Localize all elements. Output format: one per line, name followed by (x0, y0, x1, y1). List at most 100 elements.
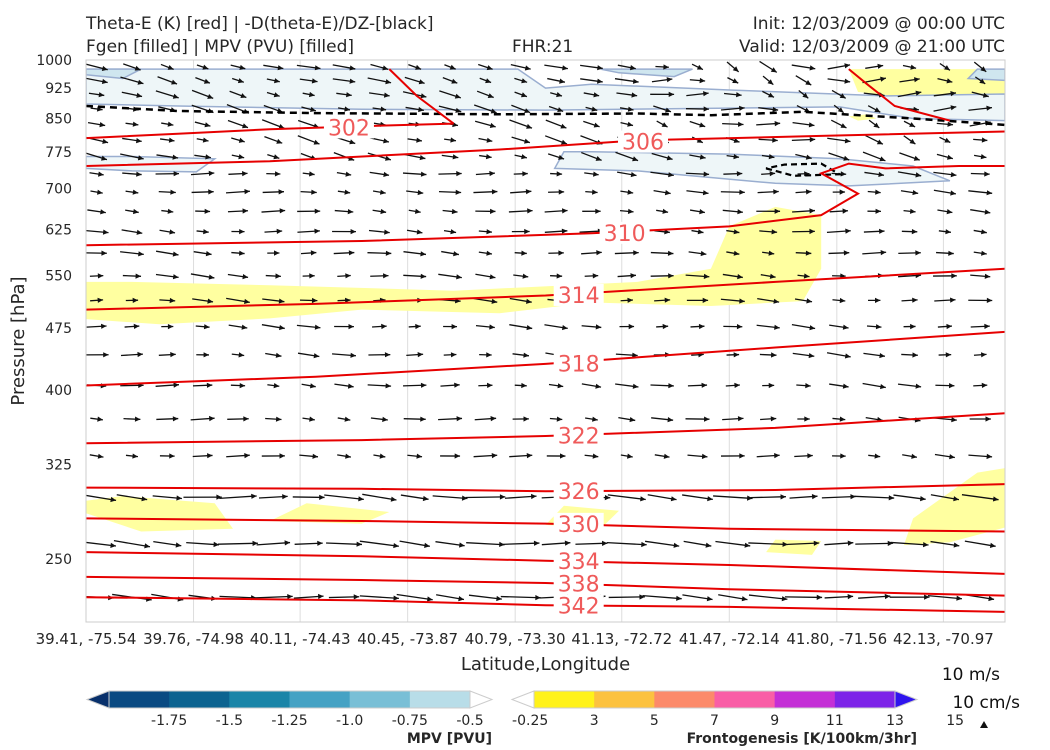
wind-vector (217, 542, 258, 545)
wind-vector-head (559, 78, 565, 84)
wind-vector-head (628, 323, 635, 330)
wind-vector-head (887, 540, 894, 546)
wind-vector (324, 494, 364, 500)
wind-vector-head (344, 106, 350, 112)
wind-vector-head (641, 541, 647, 548)
wind-vector-head (172, 416, 179, 422)
wind-vector-head (275, 416, 282, 422)
wind-vector-head (491, 189, 498, 195)
wind-vector-head (670, 496, 677, 502)
wind-vector-head (802, 92, 809, 99)
wind-vector-head (385, 155, 391, 161)
wind-vector-head (703, 91, 709, 97)
wind-vector-head (486, 137, 493, 143)
wind-vector-head (456, 274, 462, 280)
wind-vector-head (416, 229, 423, 235)
wind-vector-head (383, 138, 389, 144)
wind-vector-head (774, 324, 780, 330)
wind-vector-head (137, 79, 144, 85)
wind-vector-head (632, 352, 638, 358)
wind-vector-head (237, 78, 244, 84)
wind-vector-head (633, 250, 639, 256)
wind-vector-head (602, 540, 608, 546)
x-tick-label: 40.45, -73.87 (357, 630, 458, 648)
wind-vector-head (805, 189, 812, 195)
wind-vector-head (490, 208, 496, 214)
wind-vector-head (490, 108, 497, 114)
wind-vector-head (309, 416, 315, 422)
mpv-colorbar-cell (169, 691, 230, 708)
wind-vector-head (986, 297, 993, 303)
wind-vector-head (383, 171, 390, 177)
wind-vector-head (702, 297, 709, 303)
wind-vector-head (944, 65, 950, 71)
wind-vector-head (809, 65, 816, 71)
wind-vector-head (595, 383, 602, 389)
wind-vector-head (591, 106, 598, 112)
wind-vector-head (173, 171, 179, 177)
wind-vector-head (418, 79, 425, 85)
wind-vector-head (909, 208, 916, 214)
theta-e-contour (86, 412, 1005, 445)
wind-vector-head (844, 353, 851, 359)
wind-vector-head (380, 106, 387, 112)
wind-vector-head (768, 382, 775, 389)
wind-vector (362, 493, 397, 501)
wind-vector-head (136, 92, 143, 98)
wind-vector-head (736, 92, 742, 98)
wind-vector-head (168, 137, 175, 143)
wind-vector-head (277, 65, 284, 71)
wind-vector-head (595, 156, 602, 161)
wind-vector-head (239, 64, 246, 70)
wind-vector-head (169, 453, 175, 459)
wind-vector-head (847, 594, 854, 600)
theta-e-contour (86, 596, 1005, 613)
wind-vector-head (737, 209, 743, 215)
wind-vector-head (876, 139, 883, 145)
theta-e-contour (86, 162, 1005, 247)
wind-vector-head (984, 273, 991, 279)
wind-vector (359, 595, 399, 600)
wind-vector-head (349, 139, 356, 145)
wind-vector-head (239, 229, 245, 235)
wind-vector-head (915, 250, 921, 256)
wind-vector-head (136, 229, 143, 235)
theta-e-label-bg (553, 352, 604, 375)
wind-vector-head (453, 251, 459, 257)
theta-e-label: 330 (558, 513, 600, 538)
wind-vector-head (314, 65, 321, 71)
wind-vector-head (278, 298, 285, 304)
wind-vector-head (135, 273, 141, 279)
title-line-2: Fgen [filled] | MPV (PVU) [filled] (86, 37, 355, 57)
x-axis-label: Latitude,Longitude (461, 654, 630, 675)
wind-vector-head (347, 383, 354, 389)
wind-vector (854, 495, 895, 499)
wind-vector-head (627, 208, 634, 214)
wind-vector-head (350, 229, 356, 235)
wind-vector-head (203, 229, 209, 235)
theta-e-label: 326 (558, 480, 600, 505)
wind-vector-head (558, 154, 565, 160)
wind-vector-head (203, 324, 210, 330)
mpv-colorbar-cell (409, 691, 471, 708)
wind-vector-head (739, 298, 745, 304)
wind-vector-head (274, 250, 280, 256)
wind-vector-head (207, 94, 214, 99)
wind-vector-head (379, 453, 386, 459)
wind-vector-head (491, 453, 498, 459)
wind-vector-head (489, 122, 496, 128)
wind-vector-head (208, 170, 215, 176)
wind-vector-head (592, 453, 599, 459)
wind-vector-head (632, 383, 639, 389)
wind-vector-head (875, 189, 881, 195)
wind-vector-head (805, 154, 812, 160)
wind-vector-head (981, 382, 988, 388)
wind-vector (502, 542, 540, 545)
wind-vector-head (915, 172, 922, 178)
wind-vector-head (676, 595, 682, 601)
mpv-colorbar-tick: -0.75 (392, 713, 428, 729)
theta-e-label: 318 (558, 352, 600, 377)
theta-e-contour (86, 551, 1005, 575)
wind-vector (253, 595, 293, 599)
wind-vector-head (461, 495, 468, 501)
